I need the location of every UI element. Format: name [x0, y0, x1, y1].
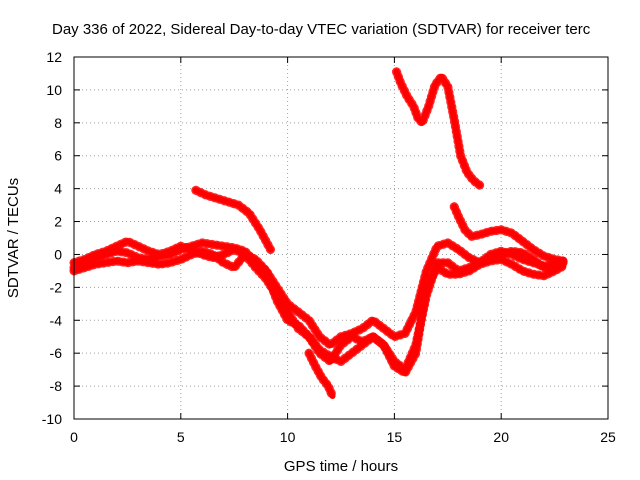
x-tick-label: 0 — [70, 429, 78, 445]
x-tick-label: 10 — [280, 429, 296, 445]
data-series — [69, 67, 568, 401]
y-tick-label: 4 — [54, 181, 62, 197]
y-tick-label: 10 — [46, 82, 62, 98]
chart-title: Day 336 of 2022, Sidereal Day-to-day VTE… — [52, 21, 591, 38]
x-tick-label: 5 — [177, 429, 185, 445]
y-tick-label: -4 — [50, 312, 63, 328]
x-tick-label: 15 — [387, 429, 403, 445]
series-dropout-markers — [304, 348, 337, 401]
y-tick-label: 2 — [54, 214, 62, 230]
series-segment-early-markers — [191, 185, 275, 254]
y-tick-label: 0 — [54, 246, 62, 262]
y-tick-label: 6 — [54, 148, 62, 164]
axis-ticks: 0 5 10 15 20 25 -10 -8 -6 -4 -2 0 2 4 6 8 10 12 — [42, 49, 616, 445]
x-axis-label: GPS time / hours — [284, 458, 398, 475]
x-tick-label: 20 — [493, 429, 509, 445]
y-tick-label: -10 — [42, 411, 62, 427]
series-segment-late-markers — [449, 202, 568, 266]
y-tick-label: 12 — [46, 49, 62, 65]
series-track-c-markers — [69, 246, 568, 378]
plot-frame — [73, 56, 609, 420]
series-segment-high-markers — [392, 67, 485, 190]
y-tick-label: -6 — [50, 345, 63, 361]
y-tick-label: 8 — [54, 115, 62, 131]
y-tick-label: -2 — [50, 279, 63, 295]
y-tick-label: -8 — [50, 378, 63, 394]
x-tick-label: 25 — [600, 429, 616, 445]
y-axis-label: SDTVAR / TECUs — [5, 178, 22, 298]
